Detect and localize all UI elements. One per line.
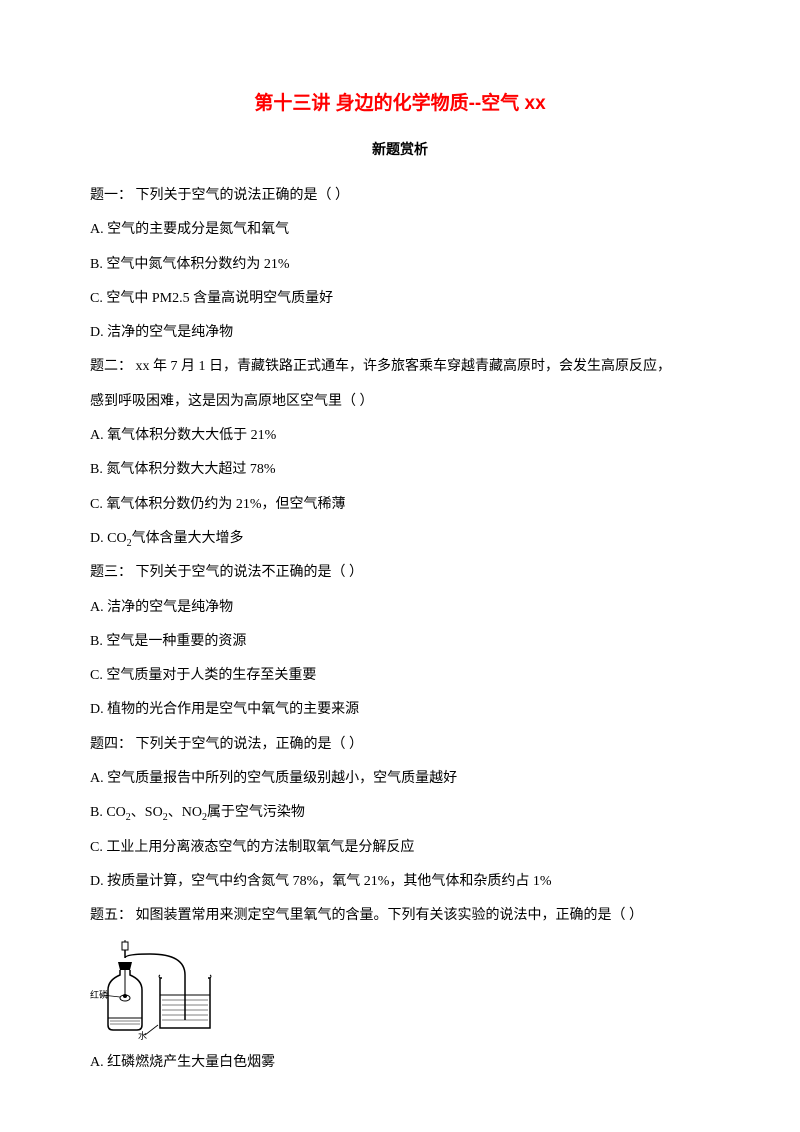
q4-option-c: C. 工业上用分离液态空气的方法制取氧气是分解反应	[90, 831, 710, 865]
experiment-diagram: 红磷 水	[90, 940, 230, 1040]
q5-option-a: A. 红磷燃烧产生大量白色烟雾	[90, 1046, 710, 1080]
q4-option-b: B. CO2、SO2、NO2属于空气污染物	[90, 796, 710, 830]
q3-option-c: C. 空气质量对于人类的生存至关重要	[90, 659, 710, 693]
q3-stem: 题三： 下列关于空气的说法不正确的是（ ）	[90, 556, 710, 590]
q3-option-a: A. 洁净的空气是纯净物	[90, 591, 710, 625]
q4-option-d: D. 按质量计算，空气中约含氮气 78%，氧气 21%，其他气体和杂质约占 1%	[90, 865, 710, 899]
q2-stem2: 感到呼吸困难，这是因为高原地区空气里（ ）	[90, 385, 710, 419]
q2-option-b: B. 氮气体积分数大大超过 78%	[90, 453, 710, 487]
q1-stem: 题一： 下列关于空气的说法正确的是（ ）	[90, 179, 710, 213]
q5-stem: 题五： 如图装置常用来测定空气里氧气的含量。下列有关该实验的说法中，正确的是（ …	[90, 899, 710, 933]
q1-option-c: C. 空气中 PM2.5 含量高说明空气质量好	[90, 282, 710, 316]
q1-option-d: D. 洁净的空气是纯净物	[90, 316, 710, 350]
q4-option-a: A. 空气质量报告中所列的空气质量级别越小，空气质量越好	[90, 762, 710, 796]
q2-option-c: C. 氧气体积分数仍约为 21%，但空气稀薄	[90, 488, 710, 522]
q2-stem: 题二： xx 年 7 月 1 日，青藏铁路正式通车，许多旅客乘车穿越青藏高原时，…	[90, 350, 710, 384]
document-subtitle: 新题赏析	[90, 139, 710, 159]
q2-option-d: D. CO2气体含量大大增多	[90, 522, 710, 556]
q1-option-b: B. 空气中氮气体积分数约为 21%	[90, 248, 710, 282]
svg-text:水: 水	[138, 1030, 147, 1040]
document-title: 第十三讲 身边的化学物质--空气 xx	[90, 88, 710, 115]
q3-option-d: D. 植物的光合作用是空气中氧气的主要来源	[90, 693, 710, 727]
q4-stem: 题四： 下列关于空气的说法，正确的是（ ）	[90, 728, 710, 762]
q1-option-a: A. 空气的主要成分是氮气和氧气	[90, 213, 710, 247]
q3-option-b: B. 空气是一种重要的资源	[90, 625, 710, 659]
q2-option-a: A. 氧气体积分数大大低于 21%	[90, 419, 710, 453]
svg-text:红磷: 红磷	[90, 989, 108, 1000]
